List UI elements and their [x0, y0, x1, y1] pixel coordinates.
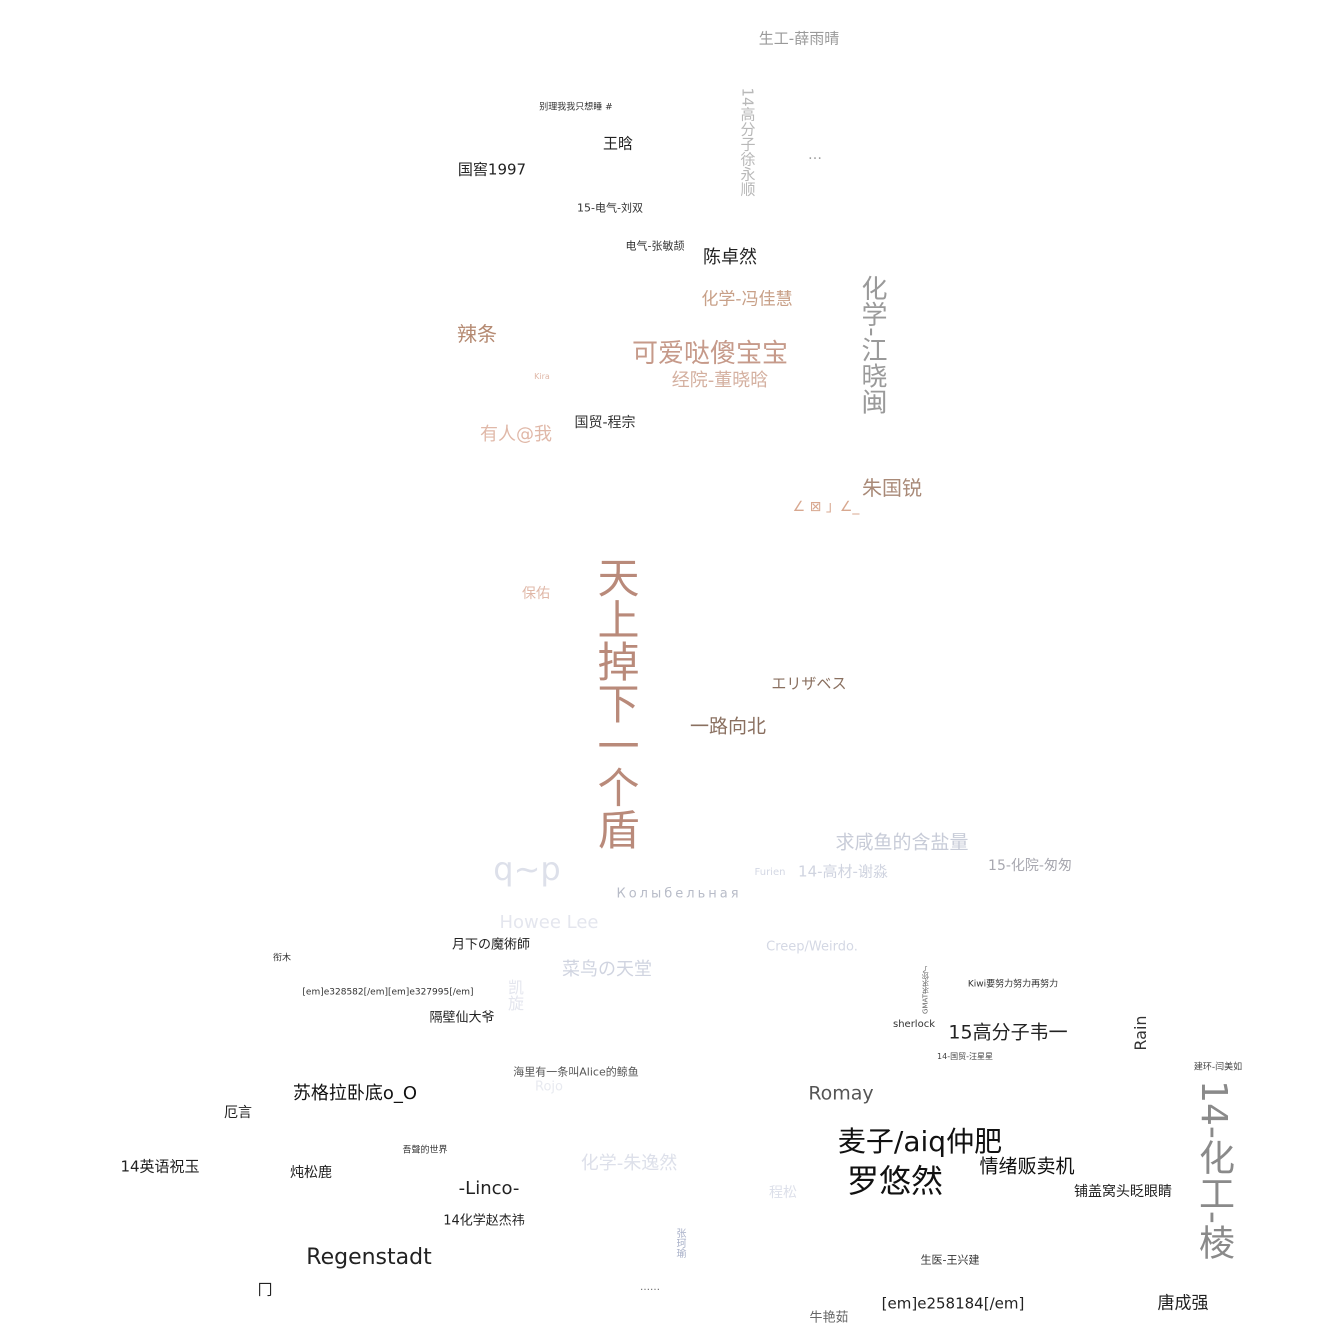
word-cloud-word: 保佑 [522, 586, 550, 602]
word-cloud-word: sherlock [893, 1019, 935, 1030]
word-cloud-word: … [808, 147, 822, 163]
word-cloud-word: …… [640, 1282, 660, 1293]
word-cloud-word: 可爱哒傻宝宝 [631, 339, 789, 369]
word-cloud-word: 牛艳茹 [809, 1310, 849, 1326]
word-cloud-word: 一路向北 [689, 715, 767, 738]
word-cloud-word: 14-高材-谢淼 [798, 862, 888, 881]
word-cloud-word: 化学-江晓闽 [857, 275, 887, 415]
word-cloud-word: -Linco- [458, 1178, 520, 1199]
word-cloud-word: 朱国锐 [862, 476, 922, 500]
word-cloud-word: Howee Lee [499, 912, 599, 933]
word-cloud-word: 14高分子徐永顺 [738, 87, 757, 197]
word-cloud-word: [em]e258184[/em] [881, 1294, 1025, 1313]
word-cloud-word: 国窖1997 [457, 160, 527, 179]
word-cloud-word: 月下の魔術師 [451, 937, 531, 953]
word-cloud-word: 张珂瑜 [674, 1228, 685, 1258]
word-cloud-word: 化学-冯佳慧 [701, 289, 793, 310]
word-cloud-word: ∠ ⊠ 」∠_ [792, 499, 860, 515]
word-cloud-word: 炖松鹿 [290, 1165, 332, 1181]
word-cloud-word: 衔木 [272, 953, 292, 964]
word-cloud-word: 生工-薛雨晴 [758, 29, 840, 48]
word-cloud-word: q~p [493, 850, 561, 888]
word-cloud-word: 15-电气-刘双 [577, 201, 643, 215]
word-cloud-word: Romay [808, 1082, 874, 1105]
word-cloud-word: 冂 [257, 1280, 273, 1299]
word-cloud-word: Creep/Weirdo. [766, 939, 858, 955]
word-cloud-word: 凯旋 [505, 979, 524, 1011]
word-cloud-word: Rain [1131, 1015, 1150, 1051]
word-cloud-word: 14英语祝玉 [120, 1157, 200, 1176]
word-cloud-word: 陈卓然 [703, 247, 757, 268]
word-cloud-word: 天上掉下一个盾 [591, 556, 640, 850]
word-cloud-word: 海里有一条叫Alice的鲸鱼 [513, 1065, 639, 1079]
word-cloud-word: Kira [534, 372, 550, 381]
word-cloud-word: 隔壁仙大爷 [429, 1010, 495, 1026]
word-cloud-word: 建环-闫美如 [1193, 1062, 1243, 1073]
word-cloud-word: 罗悠然 [846, 1162, 944, 1200]
word-cloud-word: [em]e328582[/em][em]e327995[/em] [302, 987, 474, 998]
word-cloud-word: 程松 [769, 1185, 797, 1201]
word-cloud-word: 14化学赵杰祎 [443, 1213, 525, 1229]
word-cloud-word: Колыбельная [616, 886, 742, 902]
word-cloud-word: 电气-张敏颉 [625, 239, 685, 253]
word-cloud-word: 求咸鱼的含盐量 [835, 831, 969, 854]
word-cloud-word: 麦子/aiq仲肥 [837, 1125, 1003, 1158]
word-cloud-word: 唐成强 [1157, 1293, 1209, 1314]
word-cloud-word: 别理我我只想睡 # [539, 102, 613, 113]
word-cloud-word: 生医-王兴建 [920, 1253, 980, 1267]
word-cloud-word: 菜鸟の天堂 [562, 959, 652, 980]
word-cloud-word: 辣条 [457, 322, 497, 346]
word-cloud-word: 经院-董晓晗 [671, 370, 769, 391]
word-cloud-word: 王晗 [602, 134, 634, 153]
word-cloud-word: 铺盖窝头眨眼睛 [1074, 1184, 1172, 1200]
word-cloud-word: GMAT求求你了 [921, 966, 930, 1014]
word-cloud-word: エリザベス [771, 674, 847, 693]
word-cloud-word: 苏格拉卧底o_O [292, 1083, 418, 1104]
word-cloud-word: 有人@我 [480, 424, 552, 445]
word-cloud-word: Regenstadt [306, 1245, 432, 1270]
word-cloud-word: 14-化工-棱 [1193, 1080, 1234, 1260]
word-cloud-word: Furien [754, 867, 786, 878]
word-cloud-word: 情绪贩卖机 [979, 1155, 1075, 1178]
word-cloud-word: 15高分子韦一 [948, 1021, 1068, 1044]
word-cloud-word: 化学-朱逸然 [580, 1153, 678, 1174]
word-cloud-word: 国贸-程宗 [574, 415, 636, 431]
word-cloud-word: 15-化院-匆匆 [988, 858, 1072, 874]
word-cloud-word: 吾聲的世界 [402, 1145, 448, 1156]
word-cloud-word: 14-国贸-汪星星 [937, 1052, 993, 1061]
word-cloud-word: 厄言 [224, 1105, 252, 1121]
word-cloud-word: Kiwi要努力努力再努力 [967, 979, 1059, 990]
word-cloud-word: Rojo [535, 1079, 563, 1095]
